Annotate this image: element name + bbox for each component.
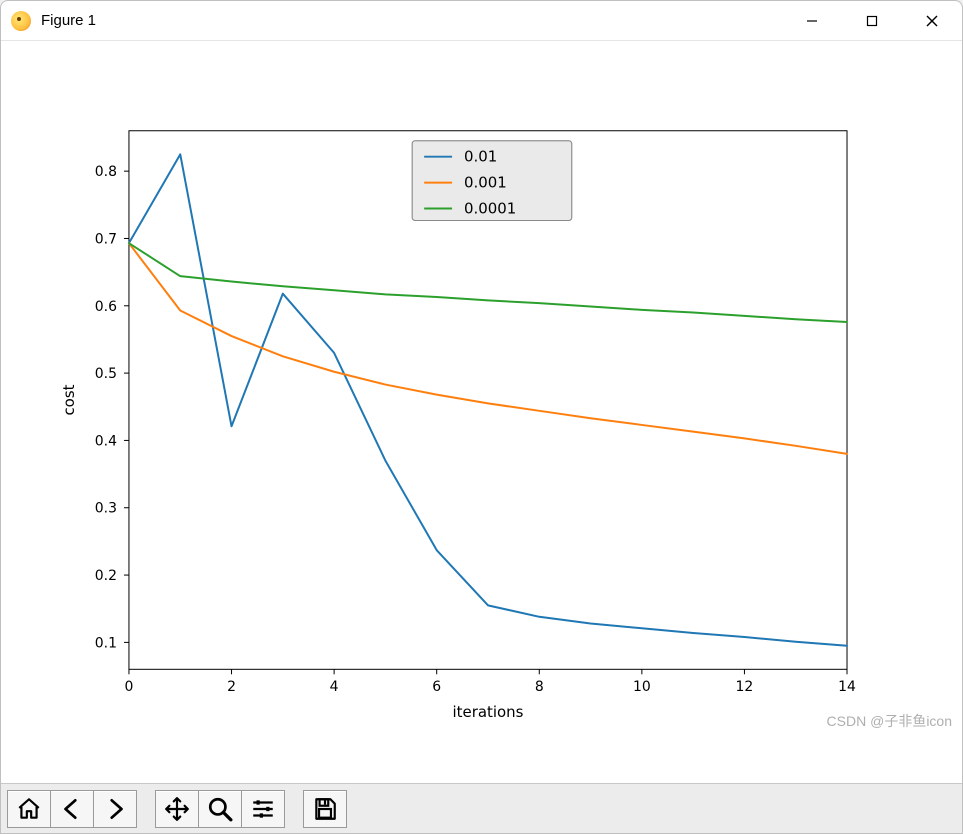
save-icon [312, 796, 338, 822]
y-tick-label: 0.2 [95, 568, 117, 584]
arrow-left-icon [59, 796, 85, 822]
y-axis-label: cost [60, 384, 78, 415]
pan-button[interactable] [155, 790, 199, 828]
chart-area: 0 2 4 6 8 10 12 14 iterations 0.1 0.2 0.3 0.4 0.5 0.6 0… [1, 41, 962, 783]
app-icon [11, 11, 31, 31]
y-tick-label: 0.5 [95, 366, 117, 382]
titlebar: Figure 1 [1, 1, 962, 41]
series-line [129, 243, 847, 454]
minimize-icon [806, 15, 818, 27]
x-tick-label: 10 [633, 679, 651, 695]
x-axis-label: iterations [453, 703, 524, 721]
zoom-button[interactable] [198, 790, 242, 828]
y-tick-label: 0.4 [95, 433, 117, 449]
y-tick-label: 0.3 [95, 501, 117, 517]
save-button[interactable] [303, 790, 347, 828]
legend-label: 0.001 [464, 174, 507, 192]
y-tick-label: 0.6 [95, 299, 117, 315]
x-tick-label: 6 [432, 679, 441, 695]
window-title: Figure 1 [41, 12, 96, 29]
configure-button[interactable] [241, 790, 285, 828]
move-icon [164, 796, 190, 822]
x-tick-label: 8 [535, 679, 544, 695]
series-line [129, 243, 847, 322]
arrow-right-icon [102, 796, 128, 822]
back-button[interactable] [50, 790, 94, 828]
series-line [129, 154, 847, 645]
chart-svg: 0 2 4 6 8 10 12 14 iterations 0.1 0.2 0.3 0.4 0.5 0.6 0… [1, 41, 962, 783]
y-tick-label: 0.7 [95, 231, 117, 247]
minimize-button[interactable] [782, 1, 842, 41]
x-tick-label: 12 [736, 679, 754, 695]
x-tick-label: 4 [330, 679, 339, 695]
home-button[interactable] [7, 790, 51, 828]
close-icon [925, 14, 939, 28]
sliders-icon [250, 796, 276, 822]
figure-window: Figure 1 02468101214iterations0.10.20.30… [0, 0, 963, 834]
x-tick-label: 0 [125, 679, 134, 695]
home-icon [16, 796, 42, 822]
x-tick-label: 14 [838, 679, 856, 695]
close-button[interactable] [902, 1, 962, 41]
legend-label: 0.01 [464, 148, 497, 166]
legend-label: 0.0001 [464, 200, 516, 218]
zoom-icon [207, 796, 233, 822]
x-tick-label: 2 [227, 679, 236, 695]
maximize-icon [866, 15, 878, 27]
matplotlib-toolbar [1, 783, 962, 833]
forward-button[interactable] [93, 790, 137, 828]
y-tick-label: 0.8 [95, 164, 117, 180]
maximize-button[interactable] [842, 1, 902, 41]
y-tick-label: 0.1 [95, 635, 117, 651]
